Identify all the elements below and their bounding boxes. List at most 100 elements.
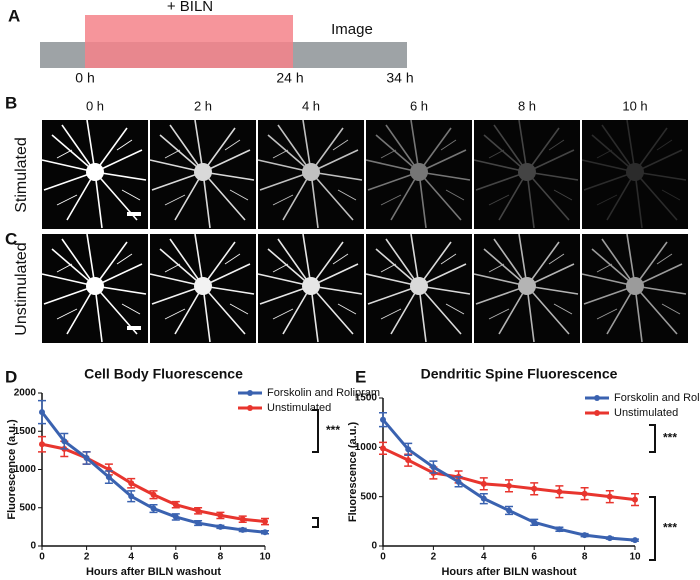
treatment-box [85,15,293,68]
point [262,518,268,525]
significance-label: *** [663,521,677,535]
point [217,523,224,530]
y-tick-label: 500 [19,502,36,513]
time-label: 34 h [386,70,413,86]
legend-label: Unstimulated [614,407,678,419]
y-tick-label: 1000 [14,464,37,475]
point [405,457,412,464]
point [262,529,268,536]
point [380,416,386,423]
legend-marker [247,405,253,411]
x-tick-label: 2 [84,552,90,563]
significance-bracket [649,496,656,561]
point [239,526,246,533]
axis [41,393,265,547]
point [128,480,135,487]
point [581,490,588,497]
point [405,446,412,453]
time-label: 6 h [410,98,428,113]
x-tick-label: 2 [431,552,437,563]
point [128,493,135,500]
time-label: 4 h [302,98,320,113]
significance-bracket [312,409,319,453]
y-axis-label: Fluorescence (a.u.) [6,419,18,520]
series-line [40,411,266,534]
imaging-label: Image [331,21,373,38]
point [150,505,157,512]
point [531,519,538,526]
time-label: 0 h [86,98,104,113]
point [480,495,487,502]
x-tick-label: 6 [531,552,537,563]
point [556,526,563,533]
point [239,516,246,523]
panel-label: B [5,93,17,112]
x-tick-label: 0 [39,552,45,563]
point [506,507,512,514]
time-label: 24 h [276,70,303,86]
point [380,445,386,452]
x-tick-label: 8 [582,552,588,563]
axis [382,398,635,547]
point [632,496,638,503]
legend-marker [594,410,600,416]
panel-label: D [5,367,17,386]
panel-label: A [8,6,20,25]
legend-marker [594,395,600,401]
point [39,409,45,416]
micrographs [41,119,688,343]
point [105,474,112,481]
point [39,441,45,448]
x-tick-label: 4 [481,552,487,563]
point [531,485,538,492]
x-tick-label: 8 [218,552,224,563]
point [480,480,487,487]
panel-a: A + BILN Image 0 h 24 h 34 h [8,0,414,86]
point [556,488,563,495]
x-tick-label: 0 [380,552,386,563]
time-label: 0 h [75,70,94,86]
point [581,532,588,539]
point [150,491,157,498]
significance-bracket [649,424,656,453]
panel-label: C [5,229,17,248]
chart-title: Cell Body Fluorescence [84,366,243,382]
y-tick-label: 1500 [14,426,37,437]
legend-label: Forskolin and Rolipram [614,392,700,404]
row-label: Unstimulated [13,242,30,335]
point [172,501,179,508]
legend-label: Unstimulated [267,402,331,414]
point [606,535,613,542]
chart-title: Dendritic Spine Fluorescence [421,366,618,382]
time-label: 10 h [622,98,647,113]
y-tick-label: 1500 [355,393,378,404]
row-label: Stimulated [13,137,30,213]
scale-bar [127,326,141,330]
legend-marker [247,390,253,396]
panel-label: E [355,367,366,386]
significance-label: *** [663,431,677,445]
point [455,478,462,485]
x-tick-label: 4 [128,552,134,563]
x-axis-label: Hours after BILN washout [441,566,576,578]
point [195,507,202,514]
significance-label: *** [326,423,340,437]
point [606,493,613,500]
point [195,520,202,527]
point [430,464,437,471]
treatment-label: + BILN [167,0,213,15]
point [506,482,512,489]
y-tick-label: 2000 [14,388,37,399]
y-tick-label: 0 [371,541,377,552]
y-tick-label: 500 [360,491,377,502]
x-axis-label: Hours after BILN washout [86,566,221,578]
significance-bracket [312,517,319,528]
point [217,512,224,519]
point [83,455,90,462]
y-tick-label: 0 [30,541,36,552]
y-axis-label: Fluorescence (a.u.) [347,422,359,523]
time-label: 8 h [518,98,536,113]
x-tick-label: 10 [259,552,271,563]
time-label: 2 h [194,98,212,113]
